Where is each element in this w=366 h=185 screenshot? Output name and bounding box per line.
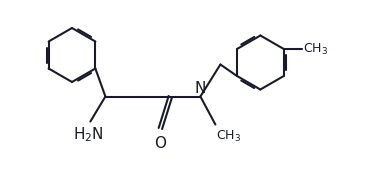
Text: CH$_3$: CH$_3$ — [216, 129, 242, 144]
Text: CH$_3$: CH$_3$ — [303, 41, 328, 57]
Text: N: N — [195, 80, 206, 95]
Text: O: O — [154, 135, 167, 151]
Text: H$_2$N: H$_2$N — [73, 125, 104, 144]
